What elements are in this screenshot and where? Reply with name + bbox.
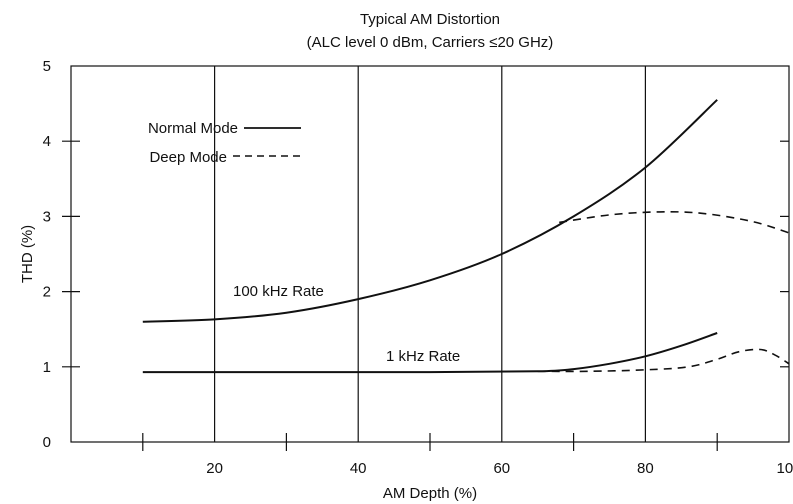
x-tick-label-100: 100 [776,460,793,477]
x-tick-label-80: 80 [637,460,654,477]
y-tick-label-0: 0 [43,434,51,451]
y-tick-label-5: 5 [43,58,51,75]
legend-label-normal-mode: Normal Mode [148,120,238,137]
y-tick-label-4: 4 [43,133,51,150]
y-tick-label-2: 2 [43,284,51,301]
y-axis-label: THD (%) [19,225,36,283]
annotation-100khz-rate: 100 kHz Rate [233,283,324,300]
legend: Normal Mode Deep Mode [148,120,303,166]
x-tick-label-20: 20 [206,460,223,477]
x-axis-label: AM Depth (%) [383,485,477,502]
series-lines [143,100,789,372]
y-tick-label-1: 1 [43,359,51,376]
annotation-1khz-rate: 1 kHz Rate [386,348,460,365]
grid-lines [215,66,646,442]
series-line-100-khz-rate-deep-mode [559,212,789,233]
y-tick-label-3: 3 [43,208,51,225]
x-tick-label-60: 60 [493,460,510,477]
chart-title: Typical AM Distortion [360,11,500,28]
legend-label-deep-mode: Deep Mode [149,149,227,166]
x-tick-label-40: 40 [350,460,367,477]
chart-subtitle: (ALC level 0 dBm, Carriers ≤20 GHz) [307,34,554,51]
